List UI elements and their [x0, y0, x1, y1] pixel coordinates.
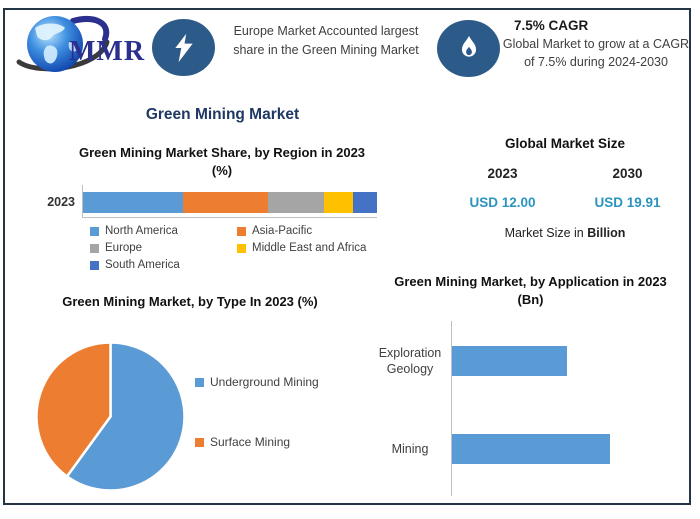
legend-swatch-south-america — [90, 260, 99, 270]
stacked-bar-2023 — [83, 192, 377, 213]
region-legend: North America Asia-Pacific Europe Middle… — [90, 225, 366, 271]
legend-label: South America — [105, 259, 180, 271]
legend-swatch-north-america — [90, 226, 99, 236]
application-chart-title: Green Mining Market, by Application in 2… — [394, 274, 667, 307]
bar-segment-north-america — [83, 192, 183, 213]
legend-swatch-europe — [90, 243, 99, 253]
page-title: Green Mining Market — [145, 106, 300, 123]
market-size-values: USD 12.00 USD 19.91 — [440, 195, 690, 210]
year-2023-label: 2023 — [487, 166, 518, 181]
logo-text: MMR — [69, 36, 146, 67]
legend-label: North America — [105, 225, 178, 237]
application-row-mining: Mining — [392, 434, 686, 464]
region-category-label: 2023 — [47, 194, 75, 209]
bar-segment-south-america — [353, 192, 377, 213]
bar-segment-middle-east-and-africa — [324, 192, 354, 213]
europe-highlight-note: Europe Market Accounted largest share in… — [233, 24, 419, 57]
note-prefix: Market Size in — [504, 226, 588, 240]
legend-item-europe: Europe — [90, 242, 237, 254]
legend-item-asia-pacific: Asia-Pacific — [237, 225, 366, 237]
content-frame: MMR Europe Market Accounted largest shar… — [3, 8, 691, 505]
application-plot-area: Exploration Geology Mining — [379, 321, 686, 496]
legend-swatch-surface-mining — [195, 437, 204, 447]
legend-item-north-america: North America — [90, 225, 237, 237]
legend-label: Asia-Pacific — [252, 225, 313, 237]
note-unit: Billion — [587, 226, 626, 240]
application-chart: Green Mining Market, by Application in 2… — [373, 273, 688, 496]
market-size-note: Market Size in Billion — [440, 226, 690, 240]
flame-icon — [461, 35, 476, 57]
mmr-logo: MMR — [13, 12, 145, 80]
legend-item-underground-mining: Underground Mining — [195, 375, 319, 389]
flame-badge — [437, 20, 500, 77]
bar-mining — [452, 434, 611, 464]
bar-exploration-geology — [452, 346, 568, 376]
pie-slice-surface-mining — [35, 341, 112, 478]
legend-label: Underground Mining — [210, 375, 319, 389]
bar-segment-asia-pacific — [182, 192, 269, 213]
pie-slice-underground-mining — [65, 341, 186, 492]
legend-item-south-america: South America — [90, 259, 237, 271]
legend-swatch-asia-pacific — [237, 226, 246, 236]
category-label-exploration-geology: Exploration Geology — [378, 346, 442, 376]
legend-swatch-underground-mining — [195, 377, 204, 387]
year-2030-label: 2030 — [612, 166, 643, 181]
cagr-note: Global Market to grow at a CAGR of 7.5% … — [502, 37, 690, 69]
category-label-mining: Mining — [391, 442, 429, 456]
legend-item-middle-east-africa: Middle East and Africa — [237, 242, 366, 254]
application-row-exploration: Exploration Geology — [379, 346, 686, 376]
legend-item-surface-mining: Surface Mining — [195, 435, 290, 449]
legend-label: Middle East and Africa — [252, 242, 367, 254]
lightning-icon — [174, 33, 193, 62]
legend-swatch-middle-east-africa — [237, 243, 246, 253]
bar-segment-europe — [268, 192, 325, 213]
region-chart: 2023 — [33, 185, 377, 218]
value-2030: USD 19.91 — [594, 195, 661, 210]
value-2023: USD 12.00 — [469, 195, 536, 210]
legend-label: Surface Mining — [210, 435, 291, 449]
lightning-badge — [152, 19, 215, 76]
cagr-title: 7.5% CAGR — [514, 18, 589, 33]
global-market-size-panel: Global Market Size 2023 2030 USD 12.00 U… — [440, 136, 690, 240]
market-size-title: Global Market Size — [504, 136, 626, 151]
type-pie-chart — [35, 341, 186, 492]
type-chart-title: Green Mining Market, by Type In 2023 (%) — [62, 294, 318, 309]
market-size-years: 2023 2030 — [440, 166, 690, 181]
legend-label: Europe — [105, 242, 143, 254]
region-plot-area — [82, 185, 377, 218]
cagr-block: 7.5% CAGR Global Market to grow at a CAG… — [500, 18, 692, 71]
globe-icon — [16, 16, 110, 72]
region-chart-title: Green Mining Market Share, by Region in … — [78, 145, 366, 178]
